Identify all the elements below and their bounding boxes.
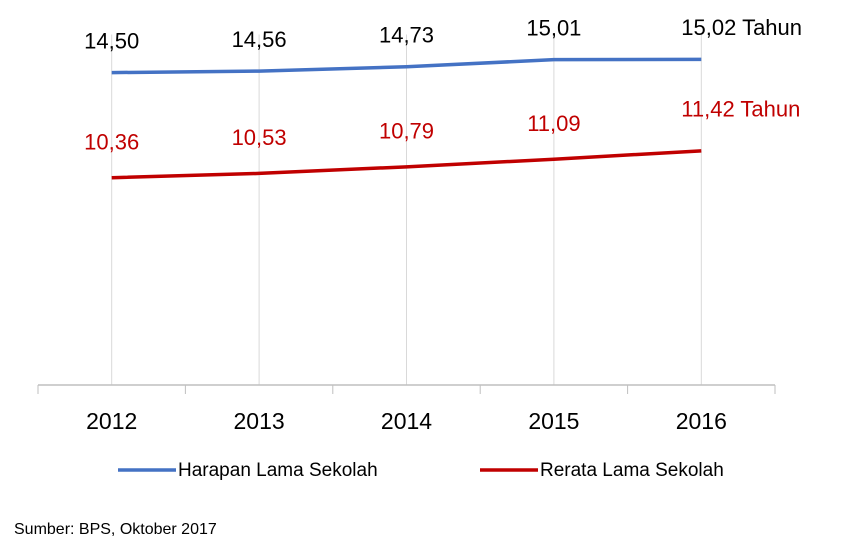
data-label: 14,73	[379, 23, 434, 48]
x-tick-label: 2012	[86, 408, 137, 434]
data-label: 14,56	[232, 27, 287, 52]
data-label: 10,53	[232, 125, 287, 150]
data-label: 10,36	[84, 130, 139, 155]
source-note: Sumber: BPS, Oktober 2017	[14, 521, 217, 538]
data-label: 10,79	[379, 119, 434, 144]
data-label: 14,50	[84, 28, 139, 53]
series-line	[111, 149, 702, 180]
data-label: 11,42 Tahun	[681, 97, 800, 122]
legend-label: Rerata Lama Sekolah	[540, 460, 724, 481]
legend-label: Harapan Lama Sekolah	[178, 460, 378, 481]
data-label: 15,01	[526, 15, 581, 40]
x-tick-label: 2016	[676, 408, 727, 434]
series-line	[111, 57, 702, 75]
data-label: 15,02 Tahun	[681, 15, 802, 40]
x-tick-label: 2015	[528, 408, 579, 434]
x-tick-label: 2013	[234, 408, 285, 434]
x-tick-label: 2014	[381, 408, 432, 434]
data-label: 11,09	[527, 111, 580, 136]
